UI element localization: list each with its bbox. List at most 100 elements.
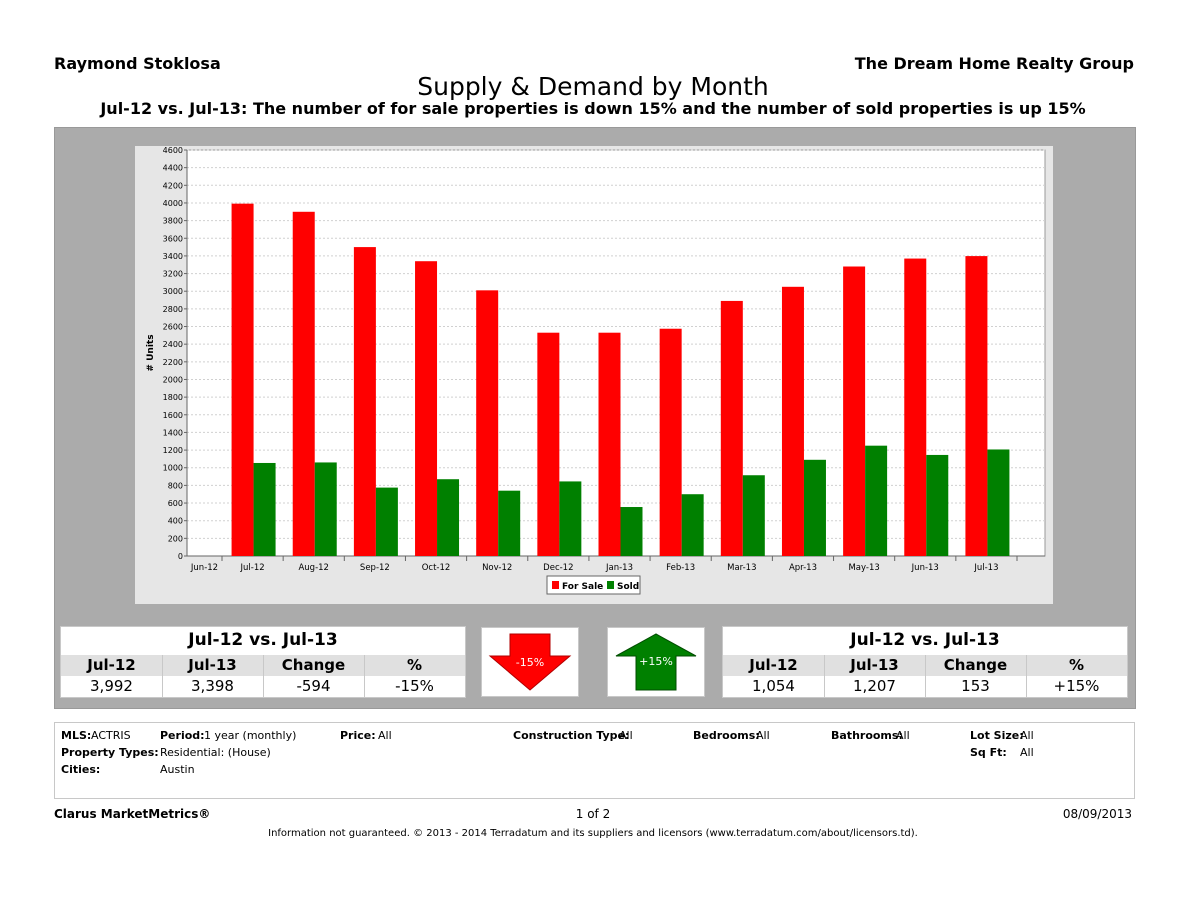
sold-stats-header-row: Jul-12 Jul-13 Change % [723,655,1127,676]
forsale-bar [476,290,499,556]
y-tick-label: 2200 [163,358,183,367]
y-tick-label: 2000 [163,375,183,384]
forsale-value-end: 3,398 [191,677,234,695]
sold-value-start: 1,054 [752,677,795,695]
forsale-stats-value-row: 3,992 3,398 -594 -15% [61,676,465,697]
x-tick-label: Oct-12 [422,563,451,573]
forsale-bar [598,332,621,556]
report-title: Supply & Demand by Month [417,72,769,101]
filter-construction-value: All [619,729,633,742]
x-tick-label: May-13 [848,563,879,573]
sold-change-arrow-box: +15% [607,627,705,697]
forsale-arrow-label: -15% [516,656,544,669]
filter-proptypes-label: Property Types: [61,746,159,759]
sold-bar [865,445,888,556]
y-tick-label: 4600 [163,146,183,155]
sold-bar [498,490,521,556]
filter-construction-label: Construction Type: [513,729,630,742]
arrow-down-icon: -15% [488,633,572,691]
sold-bar [803,459,826,556]
filter-bathrooms-value: All [896,729,910,742]
sold-value-change: 153 [961,677,990,695]
brokerage-name: The Dream Home Realty Group [854,54,1134,73]
filter-sqft-label: Sq Ft: [970,746,1007,759]
forsale-header-start: Jul-12 [87,656,136,674]
x-tick-label: Nov-12 [482,563,512,573]
y-tick-label: 1200 [163,446,183,455]
x-tick-label: Apr-13 [789,563,817,573]
y-tick-label: 2800 [163,305,183,314]
sold-stats-title: Jul-12 vs. Jul-13 [850,630,1000,650]
filter-bedrooms-value: All [756,729,770,742]
forsale-bar [904,258,927,556]
sold-header-change: Change [943,656,1008,674]
filter-price-label: Price: [340,729,376,742]
forsale-stats-header-row: Jul-12 Jul-13 Change % [61,655,465,676]
filter-price-value: All [378,729,392,742]
forsale-value-start: 3,992 [90,677,133,695]
x-tick-label: Jul-13 [973,563,998,573]
footer-disclaimer: Information not guaranteed. © 2013 - 201… [268,828,918,839]
y-axis-title: # Units [146,334,156,371]
report-filters: MLS: ACTRIS Period: 1 year (monthly) Pri… [54,722,1135,799]
forsale-bar [292,211,315,557]
y-tick-label: 3200 [163,270,183,279]
sold-bar [681,494,704,556]
y-tick-label: 3600 [163,234,183,243]
legend-box [546,575,641,595]
y-tick-label: 3000 [163,287,183,296]
y-tick-label: 4400 [163,164,183,173]
forsale-bar [659,328,682,556]
forsale-header-end: Jul-13 [188,656,237,674]
forsale-bar [537,332,560,556]
y-tick-label: 1400 [163,428,183,437]
sold-bar [253,462,276,556]
filter-period-label: Period: [160,729,205,742]
supply-demand-chart: 0 200 400 600 800 1000 1200 1400 1600 1800 2000 220… [146,146,1046,595]
sold-header-end: Jul-13 [850,656,899,674]
forsale-bar [353,247,376,556]
forsale-change-arrow-box: -15% [481,627,579,697]
forsale-bar [843,266,866,556]
sold-stats-value-row: 1,054 1,207 153 +15% [723,676,1127,697]
footer-page-number: 1 of 2 [575,807,611,821]
filter-period-value: 1 year (monthly) [204,729,297,742]
sold-header-start: Jul-12 [749,656,798,674]
y-tick-label: 1600 [163,411,183,420]
x-tick-label: Sep-12 [360,563,390,573]
forsale-stats-table: Jul-12 vs. Jul-13 Jul-12 Jul-13 Change %… [60,626,466,698]
x-tick-label: Jun-12 [190,563,218,573]
sold-bar [742,475,765,556]
sold-value-percent: +15% [1053,677,1100,695]
y-tick-label: 0 [178,552,183,561]
y-tick-label: 1800 [163,393,183,402]
forsale-bar [231,203,254,557]
y-tick-label: 4000 [163,199,183,208]
filter-proptypes-value: Residential: (House) [160,746,271,759]
filter-cities-value: Austin [160,763,195,776]
sold-bar [437,479,460,556]
legend-sold-label: Sold [617,582,639,592]
sold-value-end: 1,207 [853,677,896,695]
agent-name: Raymond Stoklosa [54,54,221,73]
sold-bar [987,449,1010,556]
forsale-bar [965,256,988,556]
legend-sold-swatch [607,581,614,589]
report-subtitle: Jul-12 vs. Jul-13: The number of for sal… [100,99,1086,118]
filter-lotsize-label: Lot Size: [970,729,1024,742]
filter-sqft-value: All [1020,746,1034,759]
y-tick-label: 3800 [163,217,183,226]
legend-forsale-label: For Sale [562,582,603,592]
y-tick-label: 2400 [163,340,183,349]
filter-lotsize-value: All [1020,729,1034,742]
y-tick-label: 400 [168,517,183,526]
sold-bar [926,454,949,556]
x-tick-label: Jan-13 [605,563,633,573]
filter-bathrooms-label: Bathrooms: [831,729,903,742]
y-tick-label: 3400 [163,252,183,261]
forsale-header-change: Change [281,656,346,674]
x-tick-label: Aug-12 [298,563,328,573]
sold-bar [375,487,398,556]
x-tick-label: Jun-13 [911,563,939,573]
sold-bar [559,481,582,556]
